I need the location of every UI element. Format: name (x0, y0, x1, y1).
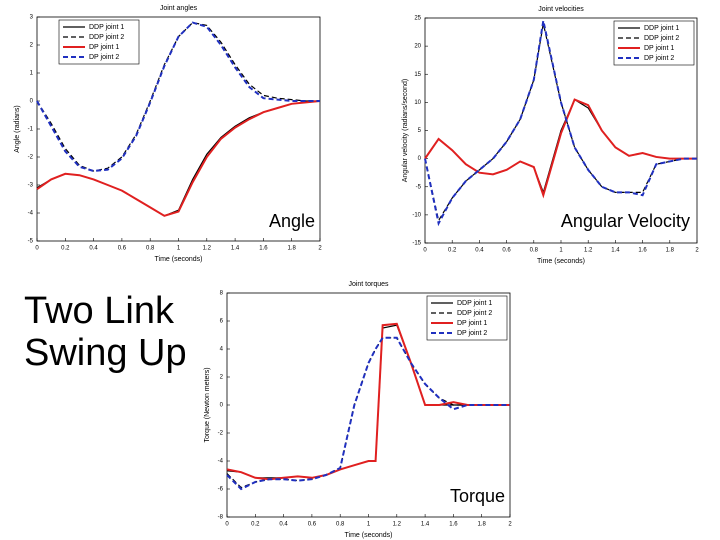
y-tick-label: -1 (28, 127, 34, 133)
x-tick-label: 0.8 (530, 248, 539, 254)
y-tick-label: 0 (220, 403, 224, 409)
x-tick-label: 1 (559, 248, 563, 254)
x-tick-label: 1.8 (288, 246, 297, 252)
x-tick-label: 1.6 (638, 248, 647, 254)
y-tick-label: 4 (220, 347, 224, 353)
y-tick-label: -6 (218, 487, 224, 493)
y-tick-label: 1 (30, 71, 34, 77)
x-tick-label: 0.8 (146, 246, 155, 252)
x-tick-label: 0.6 (308, 522, 317, 528)
y-axis-label: Angle (radians) (14, 105, 21, 152)
y-tick-label: 5 (418, 128, 422, 134)
x-tick-label: 0 (225, 522, 229, 528)
legend-label: DP joint 1 (89, 44, 119, 51)
x-tick-label: 1.6 (259, 246, 268, 252)
x-tick-label: 0.8 (336, 522, 345, 528)
y-tick-label: 10 (414, 100, 421, 106)
legend-label: DP joint 2 (457, 330, 487, 337)
x-axis-label: Time (seconds) (537, 258, 585, 265)
x-tick-label: 0.2 (251, 522, 260, 528)
y-tick-label: 0 (30, 99, 34, 105)
legend-label: DDP joint 1 (457, 300, 492, 307)
x-tick-label: 0 (423, 248, 427, 254)
series-line (226, 336, 510, 491)
legend-label: DP joint 2 (644, 55, 674, 62)
slide-title: Two Link Swing Up (24, 290, 187, 374)
y-tick-label: 3 (30, 15, 34, 21)
x-tick-label: 0.2 (448, 248, 457, 254)
x-tick-label: 0.6 (502, 248, 511, 254)
x-tick-label: 0.4 (475, 248, 484, 254)
y-tick-label: 25 (414, 16, 421, 22)
annotation: Angle (269, 211, 315, 231)
x-tick-label: 1 (367, 522, 371, 528)
y-tick-label: 15 (414, 72, 421, 78)
x-tick-label: 0.6 (118, 246, 127, 252)
x-tick-label: 0 (35, 246, 39, 252)
y-axis-label: Angular velocity (radians/second) (402, 79, 409, 183)
series-line (36, 21, 320, 173)
x-axis-label: Time (seconds) (345, 532, 393, 539)
y-axis-label: Torque (Newton meters) (204, 367, 211, 442)
x-tick-label: 2 (695, 248, 699, 254)
y-tick-label: -2 (218, 431, 224, 437)
x-tick-label: 1.4 (421, 522, 430, 528)
y-tick-label: -10 (412, 212, 421, 218)
chart-title: Joint torques (348, 281, 389, 288)
y-tick-label: 6 (220, 319, 224, 325)
y-tick-label: 2 (220, 375, 224, 381)
legend-label: DP joint 1 (457, 320, 487, 327)
x-tick-label: 2 (508, 522, 512, 528)
x-axis-label: Time (seconds) (155, 256, 203, 263)
legend-label: DP joint 1 (644, 45, 674, 52)
x-tick-label: 2 (318, 246, 322, 252)
x-tick-label: 0.4 (279, 522, 288, 528)
y-tick-label: -5 (416, 184, 422, 190)
x-tick-label: 1.4 (611, 248, 620, 254)
chart-title: Joint velocities (538, 6, 584, 13)
series-line (424, 98, 697, 199)
legend-label: DDP joint 1 (89, 24, 124, 31)
y-tick-label: 8 (220, 291, 224, 297)
annotation: Torque (450, 486, 505, 506)
legend-label: DDP joint 2 (89, 34, 124, 41)
x-tick-label: 1.8 (666, 248, 675, 254)
y-tick-label: -3 (28, 183, 34, 189)
y-tick-label: -4 (218, 459, 224, 465)
y-tick-label: 20 (414, 44, 421, 50)
x-tick-label: 0.4 (89, 246, 98, 252)
legend-label: DP joint 2 (89, 54, 119, 61)
annotation: Angular Velocity (561, 211, 690, 231)
y-tick-label: -4 (28, 211, 34, 217)
y-tick-label: -8 (218, 515, 224, 521)
x-tick-label: 1.6 (449, 522, 458, 528)
x-tick-label: 1.8 (478, 522, 487, 528)
x-tick-label: 1.2 (203, 246, 212, 252)
legend-label: DDP joint 1 (644, 25, 679, 32)
y-tick-label: 0 (418, 156, 422, 162)
x-tick-label: 1.2 (393, 522, 402, 528)
chart-title: Joint angles (160, 5, 198, 12)
y-tick-label: 2 (30, 43, 34, 49)
x-tick-label: 1 (177, 246, 181, 252)
x-tick-label: 1.2 (584, 248, 593, 254)
series-line (424, 20, 697, 227)
series-line (36, 100, 321, 217)
legend-label: DDP joint 2 (457, 310, 492, 317)
y-tick-label: -5 (28, 239, 34, 245)
x-tick-label: 0.2 (61, 246, 70, 252)
legend-label: DDP joint 2 (644, 35, 679, 42)
y-tick-label: -2 (28, 155, 34, 161)
x-tick-label: 1.4 (231, 246, 240, 252)
y-tick-label: -15 (412, 241, 421, 247)
